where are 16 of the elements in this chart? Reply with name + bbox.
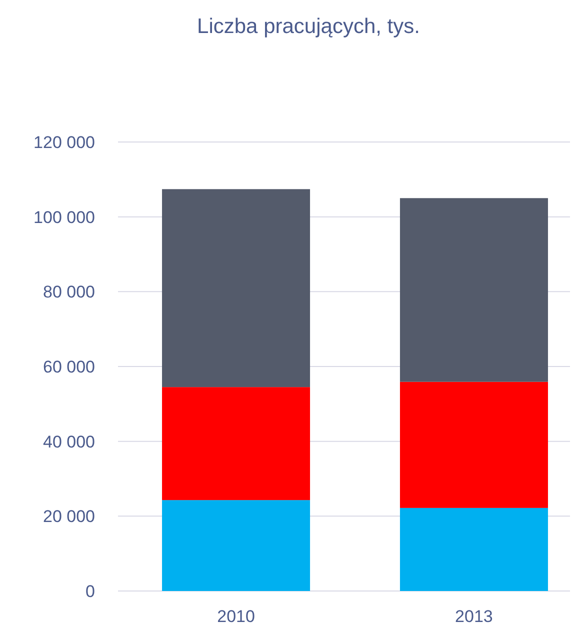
x-tick-label: 2010: [217, 607, 255, 626]
bar: [162, 500, 310, 591]
y-tick-label: 40 000: [43, 432, 95, 452]
bar: [162, 387, 310, 500]
y-tick-label: 120 000: [34, 132, 95, 152]
y-tick-label: 0: [86, 582, 95, 601]
x-tick-label: 2013: [455, 607, 493, 626]
chart-title: Liczba pracujących, tys.: [197, 15, 420, 38]
y-tick-label: 20 000: [43, 507, 95, 526]
y-tick-label: 60 000: [43, 357, 95, 376]
bar: [400, 382, 548, 508]
y-tick-label: 100 000: [34, 208, 95, 227]
bar: [400, 198, 548, 382]
bar: [400, 508, 548, 591]
bar: [162, 189, 310, 388]
y-tick-label: 80 000: [43, 282, 95, 302]
